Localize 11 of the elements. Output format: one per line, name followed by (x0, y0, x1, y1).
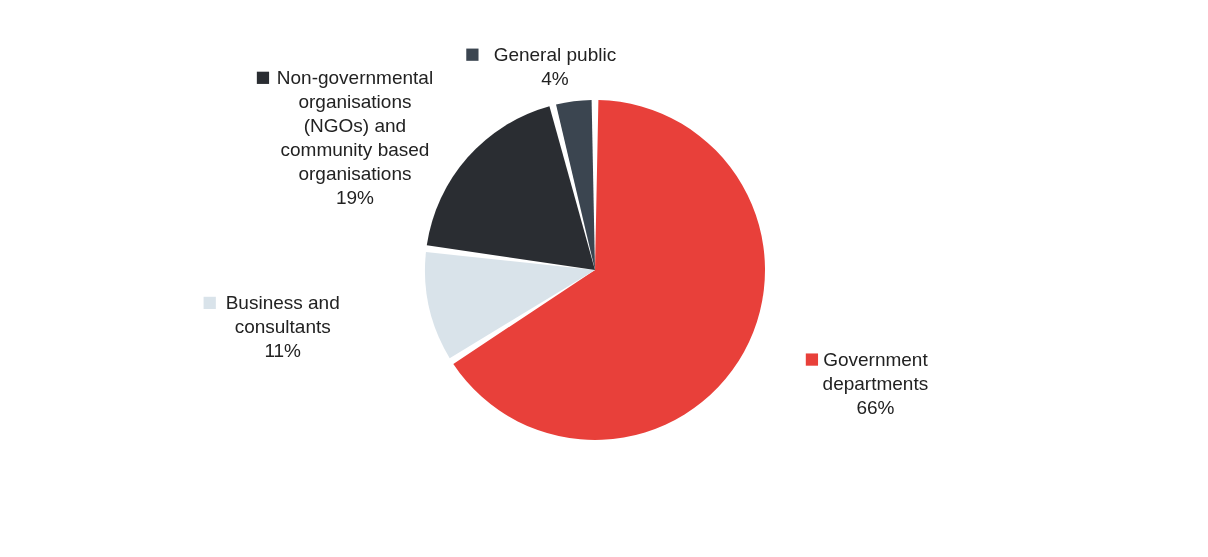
legend-label: Government departments (822, 348, 929, 394)
pie-slice (426, 106, 595, 270)
legend-label: Non-governmental organisations (NGOs) and community based organisations (276, 66, 434, 184)
legend-label: Business and consultants (225, 291, 340, 337)
pie-slice (425, 252, 595, 359)
legend-label: General public (493, 43, 617, 65)
pie-slice (453, 100, 765, 440)
data-label: 11% (264, 339, 302, 361)
data-label: 4% (541, 67, 569, 89)
data-label: 19% (335, 186, 375, 208)
data-label: 66% (856, 396, 895, 418)
